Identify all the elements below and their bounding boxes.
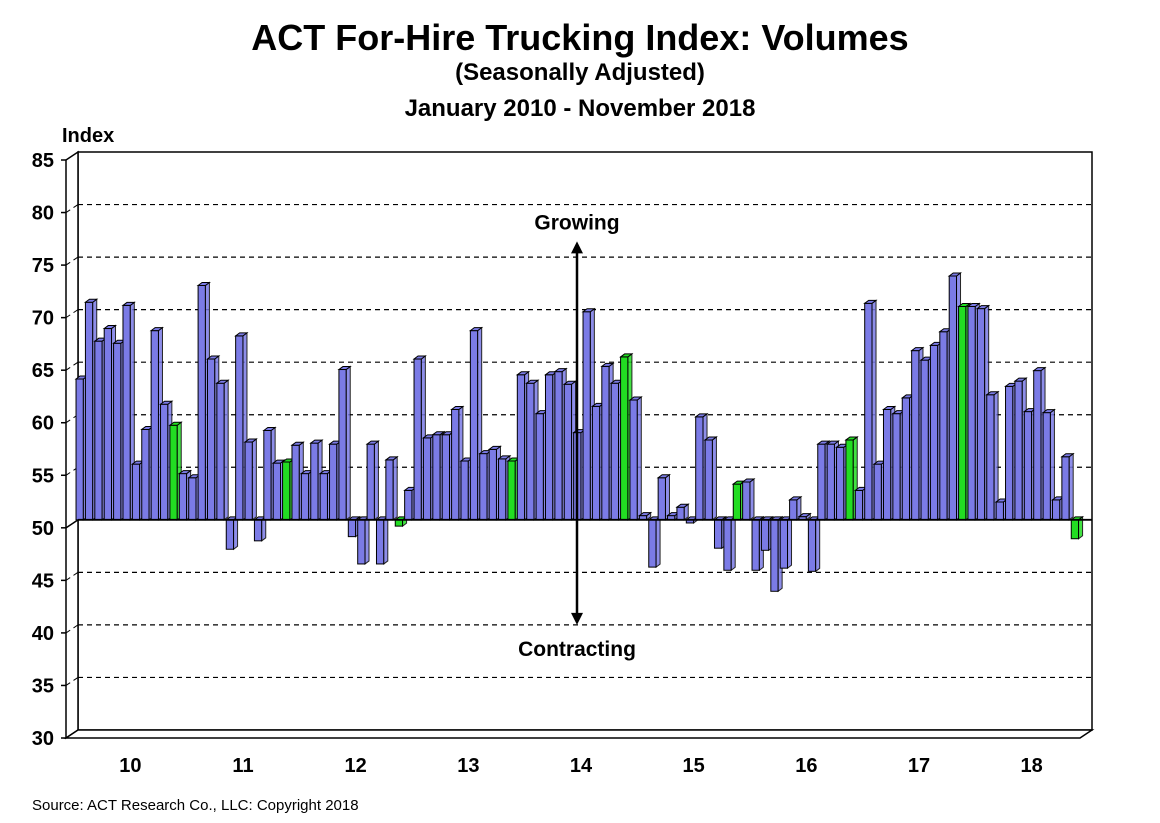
- x-tick-label: 16: [795, 755, 817, 777]
- bars: [74, 272, 1085, 593]
- bar: [797, 512, 812, 521]
- bar: [656, 473, 671, 521]
- gridline-side: [65, 309, 79, 319]
- bar: [374, 515, 390, 565]
- x-tick-label: 12: [345, 755, 367, 777]
- gridline-side: [65, 624, 79, 634]
- bar: [675, 503, 690, 521]
- x-tick-label: 13: [457, 755, 479, 777]
- y-tick-label: 80: [32, 203, 54, 225]
- gridline-side: [65, 361, 79, 371]
- chart-title: ACT For-Hire Trucking Index: Volumes: [251, 17, 908, 58]
- bar: [637, 511, 653, 521]
- arrow-down-icon: [571, 612, 583, 625]
- bar: [224, 515, 240, 551]
- y-tick-label: 45: [32, 570, 54, 592]
- baseline-50: [65, 518, 1092, 529]
- gridline-side: [65, 677, 79, 686]
- bar: [365, 440, 380, 521]
- y-axis-label: Index: [62, 125, 114, 147]
- gridline-side: [65, 571, 79, 581]
- bar: [778, 515, 794, 570]
- x-tick-label: 10: [119, 755, 141, 777]
- y-tick-label: 65: [32, 360, 54, 382]
- y-axis-ticks: 30 35 40 45 50 55 60 65 70 75 80 85: [32, 150, 66, 750]
- y-tick-label: 40: [32, 623, 54, 645]
- growth-annotation: Growing Contracting: [518, 211, 636, 661]
- source-note: Source: ACT Research Co., LLC: Copyright…: [32, 797, 359, 814]
- bar: [1041, 408, 1056, 521]
- x-tick-label: 14: [570, 755, 593, 777]
- annotation-growing: Growing: [534, 211, 619, 234]
- y-tick-label: 60: [32, 413, 54, 435]
- bar: [703, 435, 718, 521]
- x-tick-label: 15: [683, 755, 705, 777]
- chart-subtitle: (Seasonally Adjusted): [455, 59, 705, 86]
- x-tick-label: 17: [908, 755, 930, 777]
- bar: [647, 515, 662, 569]
- bar: [215, 379, 230, 521]
- x-tick-label: 11: [232, 755, 253, 777]
- bar: [384, 455, 399, 521]
- bar: [806, 515, 822, 573]
- bar: [1060, 452, 1075, 521]
- plot-floor: [63, 729, 1095, 739]
- bar: [628, 396, 643, 521]
- bar: [356, 515, 371, 565]
- gridline-side: [65, 204, 79, 213]
- bar: [243, 438, 258, 521]
- arrow-up-icon: [571, 241, 583, 254]
- y-tick-label: 50: [32, 518, 54, 540]
- bar: [722, 515, 737, 572]
- x-axis-year-labels: 10 11 12 13 14 15 16 17 18: [119, 755, 1043, 777]
- bar: [741, 477, 756, 521]
- y-tick-label: 55: [32, 465, 54, 487]
- gridline-side: [65, 256, 79, 266]
- y-tick-label: 85: [32, 150, 54, 172]
- bar: [337, 365, 352, 521]
- y-tick-label: 70: [32, 308, 54, 330]
- y-tick-label: 75: [32, 255, 54, 277]
- chart-date-range: January 2010 - November 2018: [405, 95, 756, 122]
- y-tick-label: 30: [32, 728, 54, 750]
- y-tick-label: 35: [32, 675, 54, 697]
- bar: [985, 390, 1000, 521]
- x-tick-label: 18: [1021, 755, 1043, 777]
- annotation-contracting: Contracting: [518, 638, 636, 661]
